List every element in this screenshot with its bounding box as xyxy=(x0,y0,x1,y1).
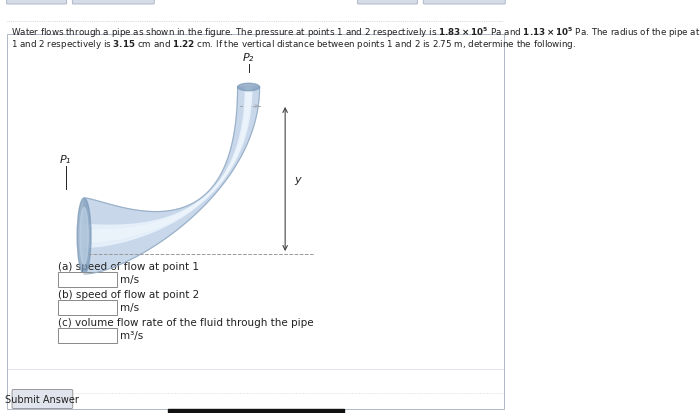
FancyBboxPatch shape xyxy=(72,0,154,5)
Text: Submit Answer: Submit Answer xyxy=(6,394,79,404)
FancyBboxPatch shape xyxy=(358,0,417,5)
FancyBboxPatch shape xyxy=(58,328,118,343)
Text: m/s: m/s xyxy=(120,302,139,312)
FancyBboxPatch shape xyxy=(58,272,118,287)
FancyBboxPatch shape xyxy=(7,35,505,409)
Text: (b) speed of flow at point 2: (b) speed of flow at point 2 xyxy=(59,289,199,299)
Text: m/s: m/s xyxy=(120,274,139,284)
FancyBboxPatch shape xyxy=(6,0,66,5)
Polygon shape xyxy=(84,88,251,242)
Text: y: y xyxy=(294,175,300,185)
FancyBboxPatch shape xyxy=(58,300,118,315)
Ellipse shape xyxy=(80,208,88,265)
Text: (a) speed of flow at point 1: (a) speed of flow at point 1 xyxy=(59,261,199,271)
Text: Water flows through a pipe as shown in the figure. The pressure at points 1 and : Water flows through a pipe as shown in t… xyxy=(11,26,700,40)
Ellipse shape xyxy=(237,84,260,92)
Ellipse shape xyxy=(77,199,91,274)
FancyBboxPatch shape xyxy=(12,389,73,408)
Text: P₁: P₁ xyxy=(60,154,71,165)
Text: 1 and 2 respectively is $\mathbf{3.15}$ cm and $\mathbf{1.22}$ cm. If the vertic: 1 and 2 respectively is $\mathbf{3.15}$ … xyxy=(11,38,576,51)
Text: m³/s: m³/s xyxy=(120,330,144,340)
Polygon shape xyxy=(84,88,252,248)
Text: (c) volume flow rate of the fluid through the pipe: (c) volume flow rate of the fluid throug… xyxy=(59,317,314,327)
Polygon shape xyxy=(84,88,260,274)
Text: P₂: P₂ xyxy=(243,53,254,63)
FancyBboxPatch shape xyxy=(424,0,505,5)
